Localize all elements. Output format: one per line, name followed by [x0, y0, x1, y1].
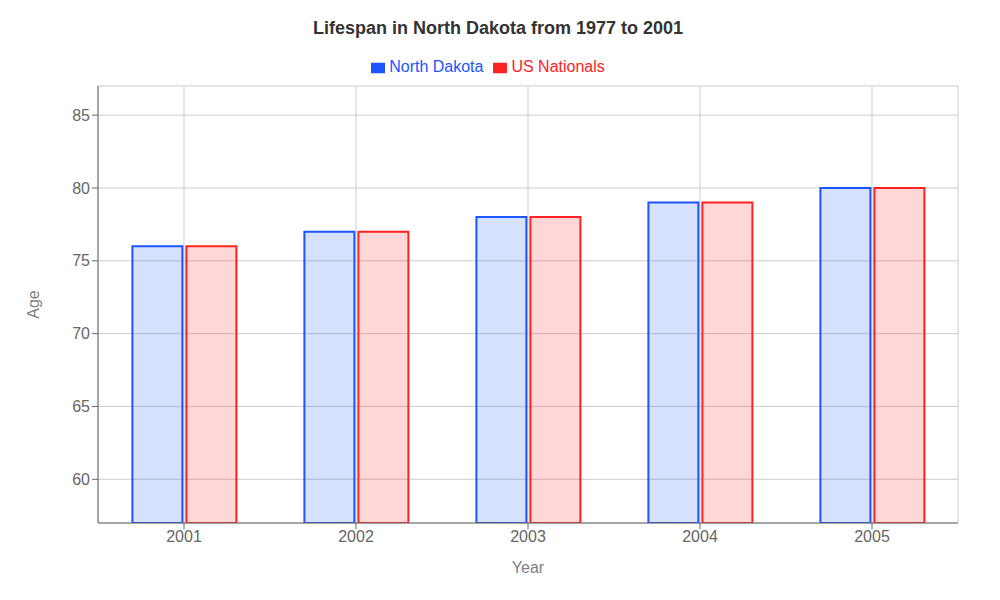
svg-text:2002: 2002	[338, 528, 374, 545]
svg-text:2001: 2001	[166, 528, 202, 545]
svg-text:70: 70	[72, 325, 90, 342]
svg-text:Year: Year	[512, 559, 545, 576]
svg-text:Age: Age	[25, 290, 42, 319]
svg-text:2003: 2003	[510, 528, 546, 545]
svg-text:75: 75	[72, 252, 90, 269]
svg-text:65: 65	[72, 398, 90, 415]
html-text:US Nationals: US Nationals	[511, 58, 605, 75]
svg-text:85: 85	[72, 107, 90, 124]
svg-text:60: 60	[72, 471, 90, 488]
html-text:Lifespan in North Dakota from: Lifespan in North Dakota from 1977 to 20…	[312, 18, 683, 38]
svg-text:80: 80	[72, 180, 90, 197]
svg-text:2004: 2004	[682, 528, 718, 545]
html-text:North Dakota: North Dakota	[389, 58, 484, 75]
svg-text:2005: 2005	[854, 528, 890, 545]
